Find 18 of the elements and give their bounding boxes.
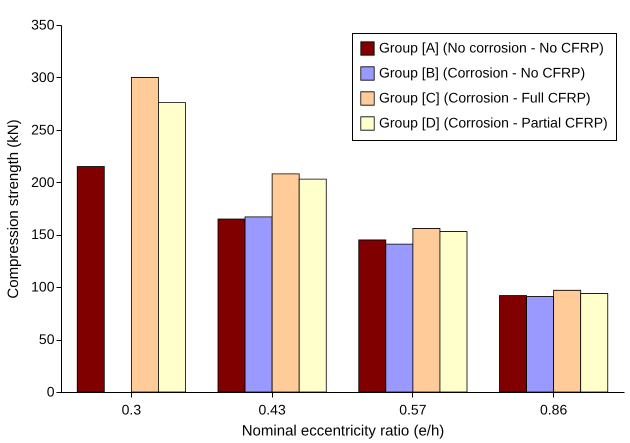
- y-tick-label: 150: [31, 226, 55, 242]
- y-tick-label: 50: [38, 331, 55, 348]
- legend-label: Group [D] (Corrosion - Partial CFRP): [379, 114, 608, 130]
- y-tick-label: 300: [31, 68, 55, 85]
- y-tick-label: 0: [46, 384, 55, 400]
- x-tick-label: 0.57: [399, 402, 427, 418]
- x-tick-label: 0.86: [540, 402, 568, 418]
- y-tick-label: 200: [31, 174, 55, 190]
- y-tick-label: 100: [31, 278, 55, 295]
- legend-label: Group [B] (Corrosion - No CFRP): [379, 64, 586, 80]
- y-tick-label: 250: [31, 121, 55, 138]
- y-axis-title: Compression strength (kN): [5, 119, 22, 299]
- x-axis-title: Nominal eccentricity ratio (e/h): [242, 422, 444, 440]
- legend-label: Group [C] (Corrosion - Full CFRP): [379, 90, 591, 106]
- x-tick-label: 0.43: [258, 402, 286, 418]
- x-tick-label: 0.3: [122, 402, 142, 418]
- legend-label: Group [A] (No corrosion - No CFRP): [379, 40, 604, 56]
- y-tick-label: 350: [31, 16, 55, 32]
